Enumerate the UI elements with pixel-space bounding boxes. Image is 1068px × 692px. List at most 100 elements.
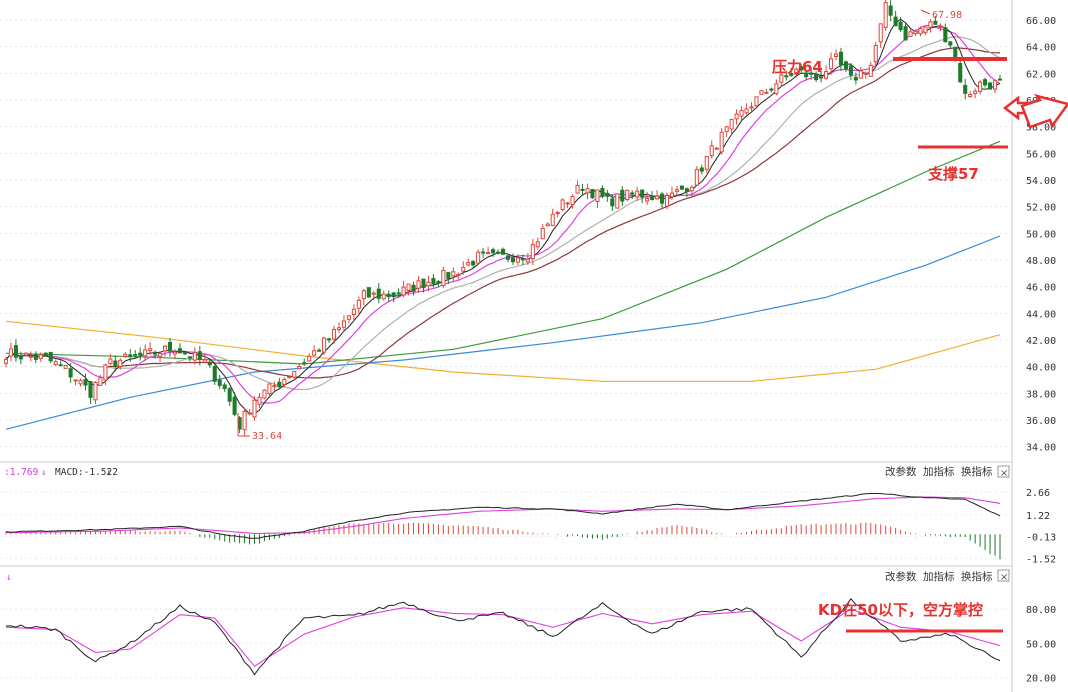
macd-edit-params-button[interactable]: 改参数 [885,465,917,478]
candle [351,304,356,321]
candle [456,272,461,280]
candle-body [108,358,113,365]
candle-body [550,213,555,226]
candle-body [938,25,943,28]
low-label: 33.64 [252,431,282,442]
candle-body [495,251,501,254]
candle-body [664,194,670,207]
kd-close-button[interactable]: × [997,569,1010,583]
macd-close-button[interactable]: × [997,465,1010,479]
candle [272,381,277,392]
candle [23,352,28,356]
candle-body [804,72,809,78]
candle-body [719,131,724,153]
candle-body [481,251,486,254]
macd-add-indicator-button[interactable]: 加指标 [923,465,955,478]
candle [257,393,262,409]
candle-body [421,278,426,289]
candle [858,66,863,79]
candle-body [978,81,983,92]
candle-body [833,53,839,58]
candle [819,70,824,83]
candle [411,281,416,296]
candle [868,61,873,77]
candle [396,288,401,298]
candle-body [729,118,734,130]
macd-tick-label: 1.22 [1026,511,1050,522]
price-tick-label: 54.00 [1026,176,1056,187]
candle [138,347,143,361]
candle-body [128,354,133,357]
candle-body [282,379,287,385]
candle-body [570,195,575,205]
candle-body [500,248,506,255]
candle [436,279,441,288]
candle [630,190,635,200]
macd-lines [5,493,1001,539]
candle [123,352,128,359]
candle [973,88,978,99]
candle-body [883,2,888,28]
candle-body [272,385,277,388]
resistance-label: 压力64 [772,58,823,76]
candle [809,67,814,80]
candle [878,23,883,49]
candle-body [396,292,401,295]
candle [153,350,158,359]
candle [222,382,227,392]
candle [28,351,33,362]
kd-switch-indicator-button[interactable]: 换指标 [961,570,993,583]
candle [655,190,660,200]
price-axis-ticks: 66.0064.0062.0060.0058.0056.0054.0052.00… [1026,16,1056,454]
candle-body [933,20,938,25]
macd-switch-indicator-button[interactable]: 换指标 [961,465,993,478]
candle [292,370,297,381]
candle [605,189,610,202]
candle-body [565,202,570,205]
candle-body [386,293,391,298]
candle [252,396,257,421]
candle [376,283,381,304]
candle [172,349,178,360]
candlesticks [3,0,1003,436]
candle [207,359,212,368]
candle-body [679,185,684,190]
kd-add-indicator-button[interactable]: 加指标 [923,570,955,583]
candle [699,164,704,175]
candle-body [118,359,123,367]
candle-body [162,345,168,352]
candle-body [878,23,883,43]
candle [838,47,844,72]
candle-body [486,252,491,255]
ma20-line [5,35,1001,391]
candle [182,351,187,356]
kd-edit-params-button[interactable]: 改参数 [885,570,917,583]
candle [13,339,18,362]
macd-grid [0,491,1012,559]
candle [933,15,938,25]
candle-body [202,359,207,363]
candle-body [505,255,511,260]
candle-body [992,80,998,90]
macd-label: MACD:-1.522 [55,467,118,478]
candle [237,415,242,434]
candle-body [356,299,361,309]
candle-body [197,351,202,361]
arrow-right-icon [1002,93,1068,129]
candle-body [903,26,908,41]
candle-body [983,79,988,86]
candle [426,275,431,292]
candle [684,187,689,198]
candle-body [963,84,968,94]
candle-body [764,91,769,94]
candle-body [704,155,709,170]
candle-body [133,354,138,357]
candle [570,194,575,209]
candle-body [843,61,848,70]
high-label: 67.98 [932,10,962,21]
candle [515,254,520,266]
candle-body [898,21,903,31]
macd-axis-ticks: 2.66 1.22 -0.13 -1.52 [1026,488,1056,565]
candle-body [858,70,863,79]
candle-body [48,351,53,362]
